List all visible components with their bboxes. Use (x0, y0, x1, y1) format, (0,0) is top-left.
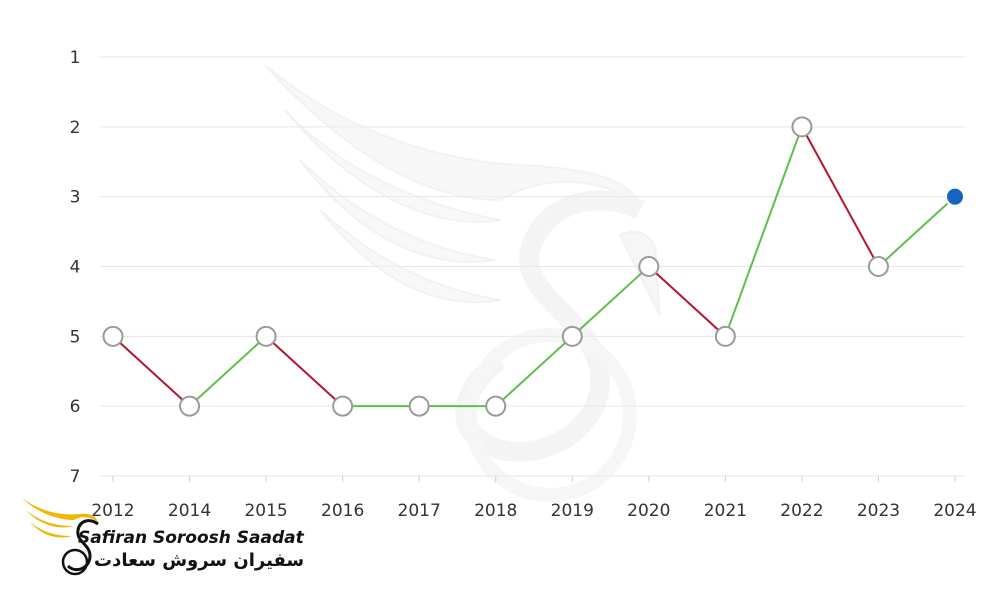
y-tick-label: 2 (70, 118, 81, 138)
series-lines (112, 126, 956, 408)
data-point[interactable] (332, 395, 354, 417)
data-point[interactable] (561, 325, 583, 347)
x-tick-label: 2018 (474, 501, 517, 521)
y-tick-label: 7 (70, 467, 81, 487)
y-tick-label: 4 (70, 258, 81, 278)
data-point[interactable] (102, 325, 124, 347)
line-segment (648, 265, 727, 338)
y-tick-label: 5 (70, 327, 81, 347)
bird-wing-watermark-icon (264, 64, 661, 502)
x-tick-label: 2023 (857, 501, 900, 521)
x-tick-label: 2024 (933, 501, 976, 521)
line-segment (188, 335, 267, 407)
x-tick-label: 2012 (91, 501, 134, 521)
y-tick-label: 6 (70, 397, 81, 417)
data-point[interactable] (867, 256, 889, 277)
x-tick-label: 2016 (321, 501, 364, 521)
data-point[interactable] (255, 325, 277, 347)
line-segment (112, 335, 191, 407)
data-point[interactable] (714, 325, 736, 347)
brand-name-fa: سفیران سروش سعادت (94, 550, 305, 571)
x-tick-label: 2020 (627, 501, 670, 521)
data-point[interactable] (638, 256, 660, 277)
x-tick-labels: 2012 2014 2015 2016 2017 2018 2019 2020 2021 2022… (91, 476, 977, 521)
line-segment (495, 335, 573, 407)
brand-logo: Safiran Soroosh Saadat سفیران سروش سعادت (20, 492, 304, 582)
data-point[interactable] (485, 395, 507, 417)
line-segment (724, 126, 803, 337)
y-tick-labels: 1 2 3 4 5 6 7 (70, 48, 81, 487)
bird-wing-logo-icon (22, 498, 99, 576)
y-tick-label: 1 (70, 48, 81, 68)
brand-name-en: Safiran Soroosh Saadat (78, 528, 304, 548)
x-tick-label: 2015 (244, 501, 287, 521)
line-segment (877, 195, 956, 268)
x-tick-label: 2021 (704, 501, 747, 521)
series-markers (102, 116, 965, 417)
x-tick-label: 2019 (551, 501, 594, 521)
data-point-current[interactable] (945, 186, 965, 207)
data-point[interactable] (408, 395, 430, 417)
x-tick-label: 2022 (780, 501, 823, 521)
line-segment (265, 335, 344, 407)
data-point[interactable] (791, 116, 813, 138)
line-segment (571, 265, 650, 338)
x-tick-label: 2017 (398, 501, 441, 521)
y-tick-label: 3 (70, 188, 81, 208)
line-segment (801, 126, 880, 267)
data-point[interactable] (179, 395, 201, 417)
x-tick-label: 2014 (168, 501, 211, 521)
